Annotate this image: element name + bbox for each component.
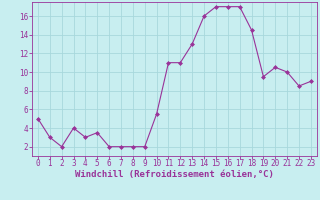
X-axis label: Windchill (Refroidissement éolien,°C): Windchill (Refroidissement éolien,°C)	[75, 170, 274, 179]
